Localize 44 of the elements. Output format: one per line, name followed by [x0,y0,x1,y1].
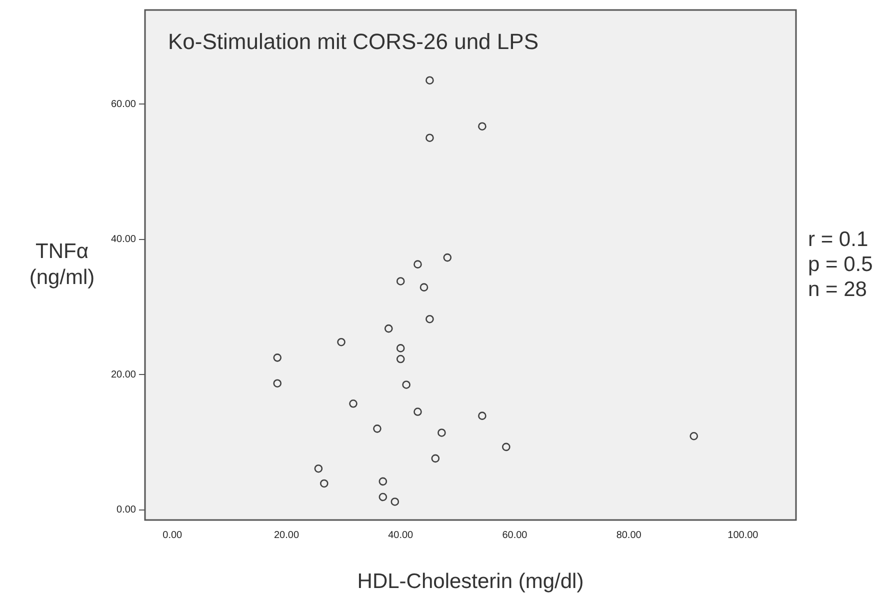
point [373,424,382,433]
point [349,400,358,408]
point [502,442,510,452]
point [337,338,346,346]
point [378,492,388,502]
point [438,428,446,437]
point [426,76,434,84]
point [396,344,405,352]
point [396,354,405,364]
point [431,454,440,463]
point [690,432,698,440]
x-tick-label: 40.00 [388,530,414,541]
point [414,408,422,416]
point [390,498,400,506]
point [478,122,486,130]
x-tick-label: 80.00 [616,530,642,541]
point [314,464,323,473]
x-tick-label: 0.00 [162,530,183,541]
y-tick-label: 20.00 [110,369,136,380]
point [426,134,434,142]
point [378,477,388,486]
x-tick-label: 60.00 [502,530,528,541]
point [443,253,452,262]
point [273,379,282,388]
point [426,314,434,324]
text: Ko-Stimulation mit CORS-26 und LPS [168,29,538,54]
y-tick-label: 0.00 [116,504,136,516]
point [478,412,486,420]
y-tick-label: 40.00 [110,234,136,246]
point [396,277,405,286]
text: n = 28 [808,278,867,301]
point [414,260,422,268]
point [384,324,393,333]
point [420,283,428,292]
text: p = 0.5 [808,252,873,276]
y-axis-title: TNFα (ng/ml) [29,240,95,289]
point [402,380,410,389]
x-tick-label: 100.00 [728,530,759,541]
point [273,354,282,362]
x-tick-label: 20.00 [274,530,300,541]
text: r = 0.1 [808,228,868,251]
point [320,479,328,488]
y-tick-label: 60.00 [110,98,136,110]
x-axis-title: HDL-Cholesterin (mg/dl) [357,570,584,593]
